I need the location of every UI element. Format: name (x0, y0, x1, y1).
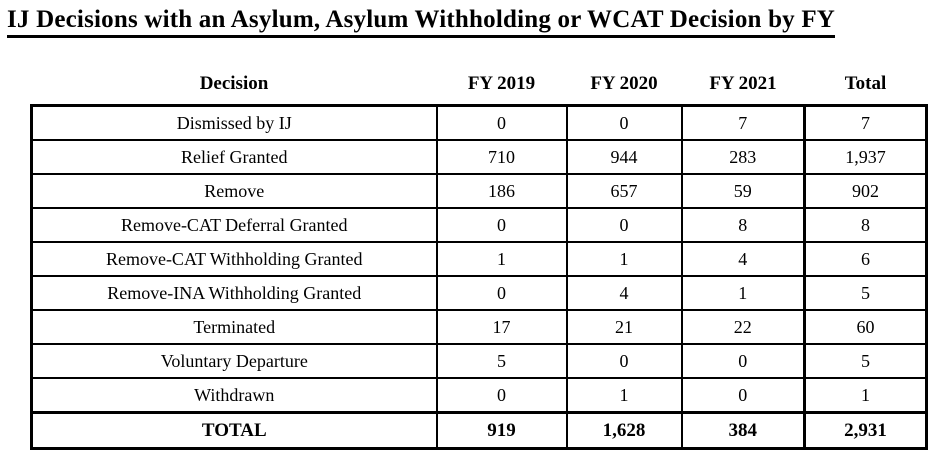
row-total-cell: 8 (803, 207, 928, 243)
fy2019-cell: 1 (435, 241, 568, 277)
fy2020-cell: 21 (565, 309, 683, 345)
table-row: Voluntary Departure 5 0 0 5 (30, 343, 928, 379)
table-row: Remove 186 657 59 902 (30, 173, 928, 209)
decision-cell: Voluntary Departure (30, 343, 438, 379)
fy2021-cell: 0 (680, 377, 806, 414)
row-total-cell: 60 (803, 309, 928, 345)
total-fy2021-cell: 384 (680, 411, 806, 450)
fy2019-cell: 710 (435, 139, 568, 175)
table-row: Terminated 17 21 22 60 (30, 309, 928, 345)
fy2019-cell: 0 (435, 207, 568, 243)
decision-cell: Remove-CAT Deferral Granted (30, 207, 438, 243)
fy2019-cell: 0 (435, 275, 568, 311)
fy2020-cell: 944 (565, 139, 683, 175)
decisions-table: Decision FY 2019 FY 2020 FY 2021 Total D… (30, 70, 928, 450)
decision-cell: Relief Granted (30, 139, 438, 175)
row-total-cell: 5 (803, 275, 928, 311)
fy2019-cell: 0 (435, 104, 568, 141)
fy2020-cell: 4 (565, 275, 683, 311)
fy2021-cell: 0 (680, 343, 806, 379)
row-total-cell: 7 (803, 104, 928, 141)
table-footer: TOTAL 919 1,628 384 2,931 (30, 411, 928, 450)
column-header-fy2020: FY 2020 (590, 73, 658, 94)
row-total-cell: 6 (803, 241, 928, 277)
fy2021-cell: 22 (680, 309, 806, 345)
fy2021-cell: 8 (680, 207, 806, 243)
table-row: Dismissed by IJ 0 0 7 7 (30, 104, 928, 141)
fy2021-cell: 4 (680, 241, 806, 277)
header-row: Decision FY 2019 FY 2020 FY 2021 Total (32, 70, 927, 106)
table-row: Withdrawn 0 1 0 1 (30, 377, 928, 414)
fy2021-cell: 59 (680, 173, 806, 209)
fy2020-cell: 1 (565, 377, 683, 414)
fy2020-cell: 0 (565, 207, 683, 243)
row-total-cell: 5 (803, 343, 928, 379)
column-header-decision: Decision (199, 73, 269, 94)
decision-cell: Remove-INA Withholding Granted (30, 275, 438, 311)
decision-cell: Withdrawn (30, 377, 438, 414)
row-total-cell: 902 (803, 173, 928, 209)
fy2021-cell: 283 (680, 139, 806, 175)
table-header: Decision FY 2019 FY 2020 FY 2021 Total (32, 70, 927, 106)
table-body: Dismissed by IJ 0 0 7 7 Relief Granted 7… (30, 104, 928, 414)
fy2019-cell: 186 (435, 173, 568, 209)
fy2020-cell: 1 (565, 241, 683, 277)
total-fy2019-cell: 919 (435, 411, 568, 450)
fy2019-cell: 5 (435, 343, 568, 379)
total-overall-cell: 2,931 (803, 411, 928, 450)
decision-cell: Terminated (30, 309, 438, 345)
fy2020-cell: 657 (565, 173, 683, 209)
total-row: TOTAL 919 1,628 384 2,931 (30, 411, 928, 450)
fy2020-cell: 0 (565, 343, 683, 379)
table-row: Remove-INA Withholding Granted 0 4 1 5 (30, 275, 928, 311)
row-total-cell: 1 (803, 377, 928, 414)
table-row: Relief Granted 710 944 283 1,937 (30, 139, 928, 175)
fy2019-cell: 0 (435, 377, 568, 414)
column-header-fy2019: FY 2019 (467, 73, 536, 94)
total-fy2020-cell: 1,628 (565, 411, 683, 450)
page-title: IJ Decisions with an Asylum, Asylum With… (7, 6, 836, 38)
decision-cell: Remove (30, 173, 438, 209)
fy2020-cell: 0 (565, 104, 683, 141)
fy2021-cell: 1 (680, 275, 806, 311)
row-total-cell: 1,937 (803, 139, 928, 175)
decision-cell: Remove-CAT Withholding Granted (30, 241, 438, 277)
column-header-fy2021: FY 2021 (709, 73, 777, 94)
fy2021-cell: 7 (680, 104, 806, 141)
total-row-label: TOTAL (30, 411, 438, 450)
fy2019-cell: 17 (435, 309, 568, 345)
table-row: Remove-CAT Deferral Granted 0 0 8 8 (30, 207, 928, 243)
table-row: Remove-CAT Withholding Granted 1 1 4 6 (30, 241, 928, 277)
decision-cell: Dismissed by IJ (30, 104, 438, 141)
column-header-total: Total (844, 73, 887, 94)
page-title-text: IJ Decisions with an Asylum, Asylum With… (7, 6, 836, 38)
